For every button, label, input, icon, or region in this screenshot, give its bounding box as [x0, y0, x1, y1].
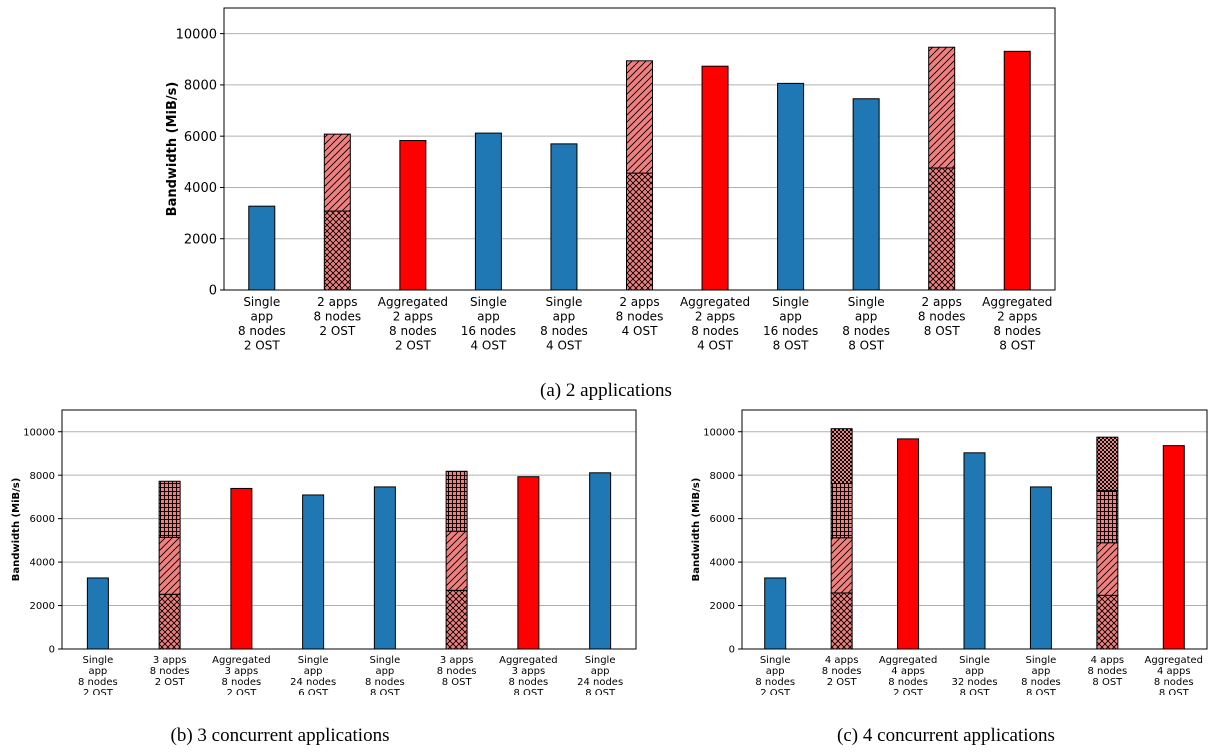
bar-concurrent-2-seg-3 — [831, 483, 852, 537]
bar-single-8 — [590, 473, 611, 649]
bar-aggregated-3 — [231, 488, 252, 649]
bar-aggregated-3 — [400, 141, 426, 290]
bar-concurrent-6-seg-1 — [1097, 595, 1118, 649]
bar-concurrent-6-seg-2 — [446, 531, 467, 590]
bar-single-8 — [778, 83, 804, 290]
x-tick-label: Single app 24 nodes 6 OST — [290, 655, 336, 695]
bar-concurrent-6-seg-3 — [1097, 491, 1118, 543]
y-axis-label: Bandwidth (MiB/s) — [11, 478, 22, 582]
bar-aggregated-7 — [702, 66, 728, 290]
x-tick-label: Aggregated 3 apps 8 nodes 8 OST — [499, 655, 557, 695]
bar-single-5 — [551, 144, 577, 290]
bar-concurrent-6-seg-2 — [627, 61, 653, 173]
bar-single-1 — [765, 578, 786, 649]
chart-a: 0 2000 4000 6000 8000 10000 Single app 8 nodes 2 … — [0, 0, 1080, 360]
y-tick-label: 6000 — [710, 514, 735, 525]
caption-c: (c) 4 concurrent applications — [796, 725, 1096, 747]
x-tick-label: Aggregated 2 apps 8 nodes 2 OST — [378, 295, 448, 353]
bar-concurrent-2-seg-1 — [324, 211, 350, 290]
bar-concurrent-6-seg-3 — [446, 471, 467, 531]
y-tick-label: 2000 — [184, 232, 217, 247]
x-tick-label: Single app 8 nodes 2 OST — [755, 655, 795, 695]
x-tick-label: 3 apps 8 nodes 2 OST — [150, 655, 190, 688]
y-tick-label: 0 — [209, 284, 217, 299]
y-axis-label: Bandwidth (MiB/s) — [165, 82, 180, 217]
bar-single-9 — [853, 99, 879, 290]
x-tick-label: Single app 8 nodes 8 OST — [842, 295, 890, 353]
y-tick-label: 6000 — [30, 514, 55, 525]
bar-single-5 — [374, 487, 395, 649]
bar-concurrent-6-seg-1 — [446, 590, 467, 649]
y-tick-label: 6000 — [184, 130, 217, 145]
x-tick-label: Single app 8 nodes 8 OST — [365, 655, 405, 695]
x-tick-label: Single app 32 nodes 8 OST — [951, 655, 997, 695]
x-tick-label: Single app 8 nodes 8 OST — [1021, 655, 1061, 695]
bar-concurrent-2-seg-2 — [324, 134, 350, 211]
bar-aggregated-7 — [518, 477, 539, 649]
x-tick-label: Single app 16 nodes 8 OST — [763, 295, 818, 353]
x-tick-label: 3 apps 8 nodes 8 OST — [437, 655, 477, 688]
bar-concurrent-10-seg-1 — [929, 168, 955, 290]
y-tick-label: 0 — [49, 645, 55, 656]
y-tick-label: 2000 — [30, 601, 55, 612]
bar-single-4 — [964, 453, 985, 649]
caption-b: (b) 3 concurrent applications — [130, 725, 430, 747]
y-tick-label: 10000 — [23, 427, 55, 438]
bar-concurrent-2-seg-1 — [831, 593, 852, 649]
bar-aggregated-11 — [1004, 51, 1030, 290]
x-tick-label: 2 apps 8 nodes 4 OST — [616, 295, 664, 338]
bar-concurrent-2-seg-3 — [159, 481, 180, 537]
bar-aggregated-7 — [1163, 446, 1184, 649]
y-axis-label: Bandwidth (MiB/s) — [691, 478, 702, 582]
y-tick-label: 4000 — [710, 558, 735, 569]
y-tick-label: 10000 — [176, 27, 217, 42]
chart-b: 0 2000 4000 6000 8000 10000 Single app 8 nodes 2 … — [0, 395, 640, 695]
bar-single-5 — [1030, 487, 1051, 649]
caption-a: (a) 2 applications — [506, 380, 706, 402]
plot-frame — [62, 410, 636, 649]
x-tick-label: Aggregated 2 apps 8 nodes 4 OST — [680, 295, 750, 353]
bar-concurrent-2-seg-4 — [831, 429, 852, 484]
x-tick-label: Single app 8 nodes 2 OST — [78, 655, 118, 695]
x-tick-label: Single app 8 nodes 2 OST — [238, 295, 286, 353]
x-tick-label: Aggregated 3 apps 8 nodes 2 OST — [212, 655, 270, 695]
y-tick-label: 10000 — [703, 427, 735, 438]
x-tick-label: Aggregated 2 apps 8 nodes 8 OST — [982, 295, 1052, 353]
y-tick-label: 4000 — [184, 181, 217, 196]
x-tick-label: 2 apps 8 nodes 2 OST — [313, 295, 361, 338]
x-tick-label: 4 apps 8 nodes 8 OST — [1087, 655, 1127, 688]
y-tick-label: 8000 — [184, 79, 217, 94]
x-tick-label: 2 apps 8 nodes 8 OST — [918, 295, 966, 338]
x-tick-label: Single app 24 nodes 8 OST — [577, 655, 623, 695]
bar-concurrent-10-seg-2 — [929, 47, 955, 168]
bar-concurrent-6-seg-1 — [627, 173, 653, 290]
y-tick-label: 0 — [729, 645, 735, 656]
bar-concurrent-6-seg-4 — [1097, 437, 1118, 490]
y-tick-label: 8000 — [710, 471, 735, 482]
bar-concurrent-2-seg-2 — [831, 538, 852, 593]
bar-concurrent-2-seg-2 — [159, 537, 180, 594]
bar-single-1 — [249, 206, 275, 290]
x-tick-label: Aggregated 4 apps 8 nodes 8 OST — [1145, 655, 1203, 695]
x-tick-label: Single app 8 nodes 4 OST — [540, 295, 588, 353]
bar-single-4 — [475, 133, 501, 290]
bar-aggregated-3 — [898, 439, 919, 649]
bar-single-1 — [87, 578, 108, 649]
y-tick-label: 8000 — [30, 471, 55, 482]
y-tick-label: 2000 — [710, 601, 735, 612]
chart-c: 0 2000 4000 6000 8000 10000 Single app 8 nodes 2 … — [640, 395, 1212, 695]
x-tick-label: Single app 16 nodes 4 OST — [461, 295, 516, 353]
x-tick-label: Aggregated 4 apps 8 nodes 2 OST — [879, 655, 937, 695]
bar-concurrent-2-seg-1 — [159, 594, 180, 649]
y-tick-label: 4000 — [30, 558, 55, 569]
x-tick-label: 4 apps 8 nodes 2 OST — [822, 655, 862, 688]
bar-single-4 — [303, 495, 324, 649]
bar-concurrent-6-seg-2 — [1097, 543, 1118, 596]
